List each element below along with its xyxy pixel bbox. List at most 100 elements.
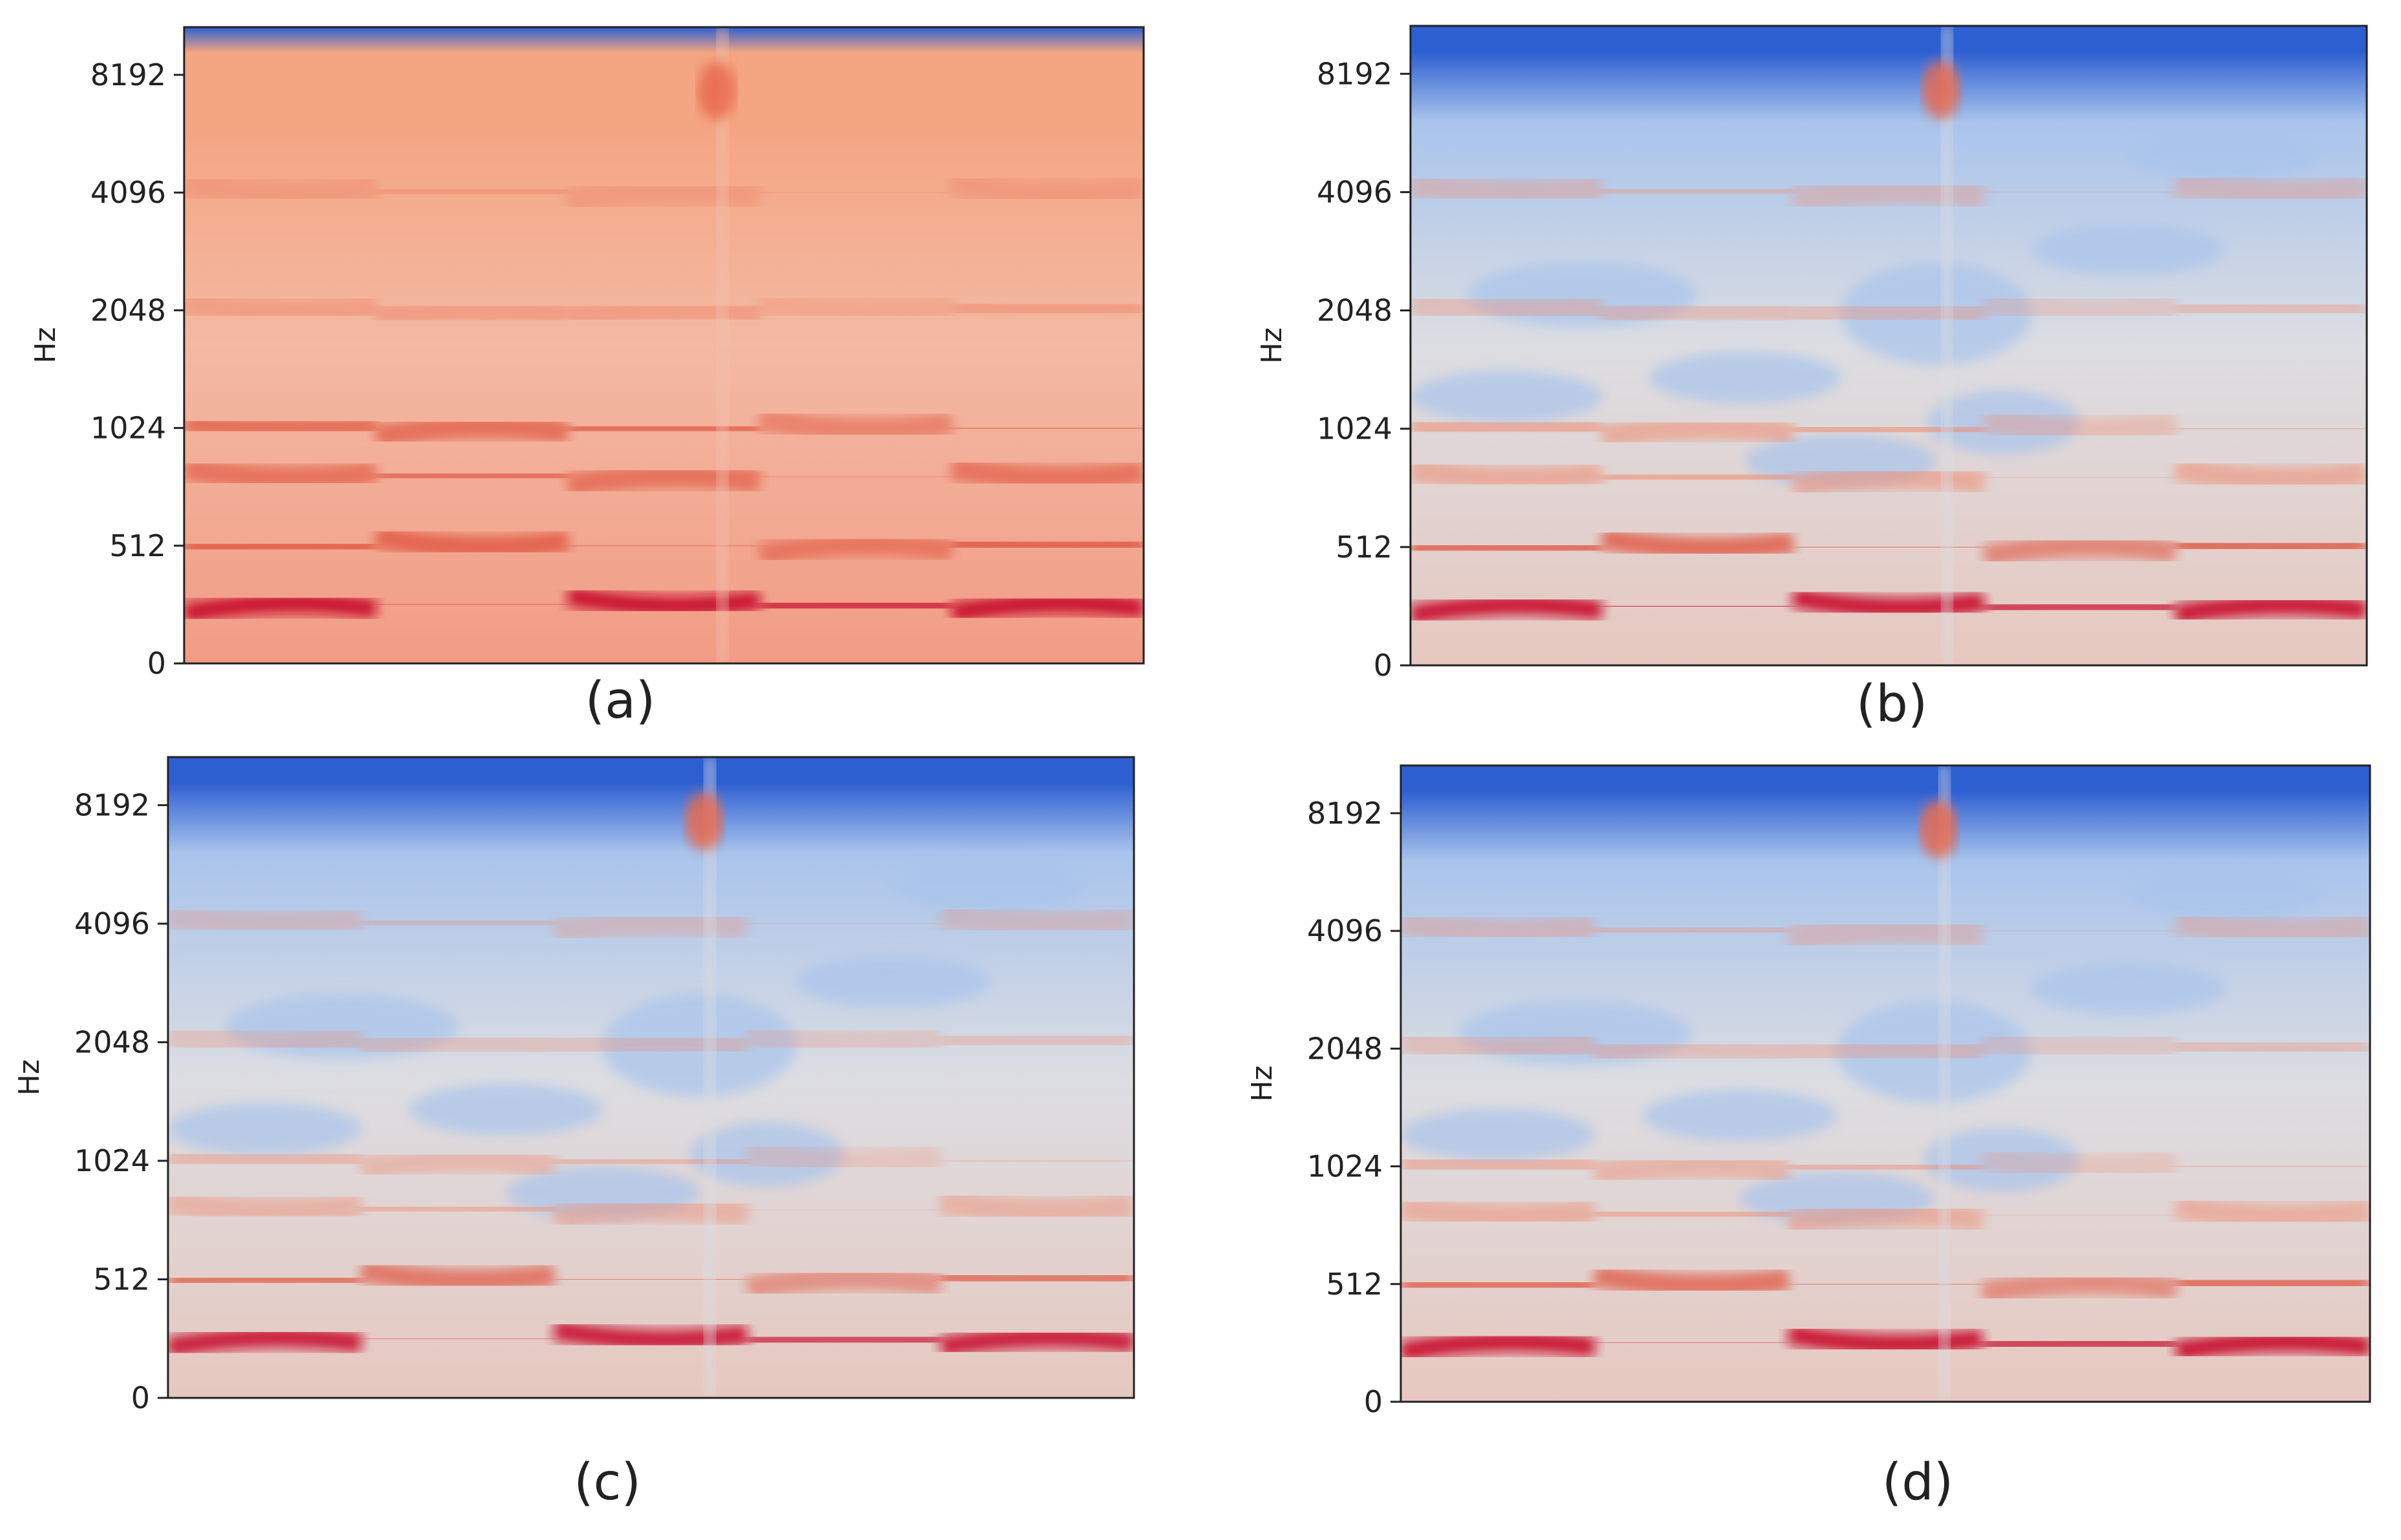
low-energy-region — [1401, 1108, 1595, 1160]
harmonic-bands — [1410, 169, 2367, 625]
harmonic-band — [1791, 587, 1986, 618]
y-tick-label: 2048 — [90, 293, 166, 328]
spectrogram-panel-a: 0 512 1024 2048 4096 8192 Hz — [0, 0, 1200, 743]
y-axis-label: Hz — [13, 1059, 46, 1096]
harmonic-band — [745, 1020, 943, 1058]
harmonic-band — [757, 407, 954, 441]
harmonic-band — [1401, 1027, 1597, 1064]
plot-frame — [1400, 764, 2371, 1403]
harmonic-band — [551, 908, 750, 947]
y-tick-label: 0 — [131, 1380, 150, 1415]
onset-gap — [1941, 26, 1953, 665]
low-energy-region — [2032, 224, 2223, 276]
low-energy-region — [2128, 867, 2322, 919]
high-frequency-burst — [1922, 61, 1961, 119]
harmonic-band — [1401, 1331, 1597, 1362]
spectrogram-panel-c: 0 512 1024 2048 4096 8192 Hz — [0, 743, 1200, 1540]
y-axis-label: Hz — [1246, 1065, 1279, 1101]
y-tick-label: 2048 — [1307, 1031, 1383, 1066]
high-frequency-burst — [1919, 800, 1958, 858]
harmonic-band — [747, 1327, 941, 1351]
spectrogram-heatmap — [1401, 765, 2370, 1402]
harmonic-band — [1401, 1272, 1595, 1298]
spectrogram-c: 0 512 1024 2048 4096 8192 Hz — [13, 756, 1135, 1415]
y-tick-label: 0 — [147, 646, 166, 681]
y-axis-label: Hz — [29, 327, 62, 363]
y-tick-label: 4096 — [1307, 913, 1383, 948]
harmonic-band — [1786, 1201, 1984, 1237]
harmonic-band — [1787, 1324, 1984, 1355]
harmonic-band — [757, 290, 954, 324]
low-energy-region — [2031, 962, 2225, 1014]
spectrogram-a: 0 512 1024 2048 4096 8192 Hz — [29, 26, 1145, 681]
onset-gap — [1938, 765, 1951, 1402]
harmonic-band — [373, 526, 570, 558]
plot-frame — [183, 26, 1145, 665]
plot-frame — [1409, 25, 2368, 667]
harmonic-bands — [184, 171, 1144, 624]
harmonic-band — [1791, 295, 1986, 330]
y-tick-label: 512 — [93, 1262, 150, 1296]
harmonic-band — [1401, 1149, 1596, 1180]
harmonic-band — [2176, 1270, 2370, 1296]
y-tick-label: 8192 — [1317, 56, 1392, 91]
low-energy-region — [892, 859, 1086, 911]
y-tick-label: 1024 — [74, 1143, 150, 1178]
y-tick-label: 8192 — [74, 787, 150, 822]
y-tick-label: 512 — [1336, 530, 1392, 565]
caption-c: (c) — [574, 1453, 641, 1512]
harmonic-band — [949, 456, 1144, 490]
high-frequency-burst — [684, 792, 724, 851]
harmonic-band — [2173, 456, 2367, 492]
caption-a: (a) — [585, 672, 656, 730]
harmonic-band — [552, 1195, 750, 1233]
plot-frame — [167, 756, 1135, 1399]
harmonic-band — [1410, 457, 1604, 492]
harmonic-band — [950, 293, 1144, 324]
caption-b: (b) — [1856, 675, 1928, 733]
low-energy-region — [1650, 351, 1841, 404]
harmonic-band — [759, 594, 952, 618]
caption-d: (d) — [1882, 1453, 1954, 1512]
harmonic-band — [554, 1147, 748, 1177]
harmonic-band — [2174, 595, 2367, 625]
spectrogram-heatmap — [184, 27, 1144, 663]
spectrogram-d: 0 512 1024 2048 4096 8192 Hz — [1246, 764, 2371, 1419]
harmonic-band — [1787, 1034, 1984, 1068]
harmonic-band — [1980, 1027, 2178, 1064]
harmonic-band — [2174, 293, 2367, 325]
spectrogram-b: 0 512 1024 2048 4096 8192 Hz — [1255, 25, 2368, 683]
harmonic-band — [950, 593, 1144, 623]
harmonic-band — [1980, 1144, 2178, 1181]
harmonic-band — [1410, 170, 1604, 207]
harmonic-bands — [1401, 908, 2370, 1362]
onset-gap — [704, 757, 716, 1398]
harmonic-band — [565, 463, 762, 498]
y-axis-label: Hz — [1255, 328, 1288, 364]
harmonic-band — [1790, 176, 1987, 215]
harmonic-band — [361, 907, 555, 939]
harmonic-band — [2173, 169, 2367, 207]
harmonic-band — [1410, 411, 1603, 442]
y-tick-label: 2048 — [1317, 293, 1392, 328]
harmonic-band — [168, 1143, 362, 1175]
harmonic-band — [168, 1327, 363, 1358]
harmonic-band — [359, 1258, 556, 1293]
harmonic-band — [1982, 407, 2177, 443]
y-tick-label: 1024 — [1317, 411, 1392, 446]
harmonic-band — [168, 901, 363, 939]
y-tick-label: 0 — [1364, 1384, 1383, 1419]
low-energy-region — [409, 1083, 603, 1136]
y-tick-label: 512 — [1326, 1267, 1383, 1302]
harmonic-band — [1594, 1200, 1789, 1229]
harmonic-band — [1592, 1264, 1790, 1297]
harmonic-band — [552, 1319, 750, 1351]
harmonic-band — [184, 534, 377, 559]
low-energy-region — [1410, 371, 1602, 422]
harmonic-band — [1786, 915, 1984, 954]
harmonic-band — [759, 180, 952, 205]
harmonic-band — [1601, 176, 1794, 207]
harmonic-band — [1792, 415, 1985, 444]
y-tick-label: 1024 — [90, 411, 166, 446]
